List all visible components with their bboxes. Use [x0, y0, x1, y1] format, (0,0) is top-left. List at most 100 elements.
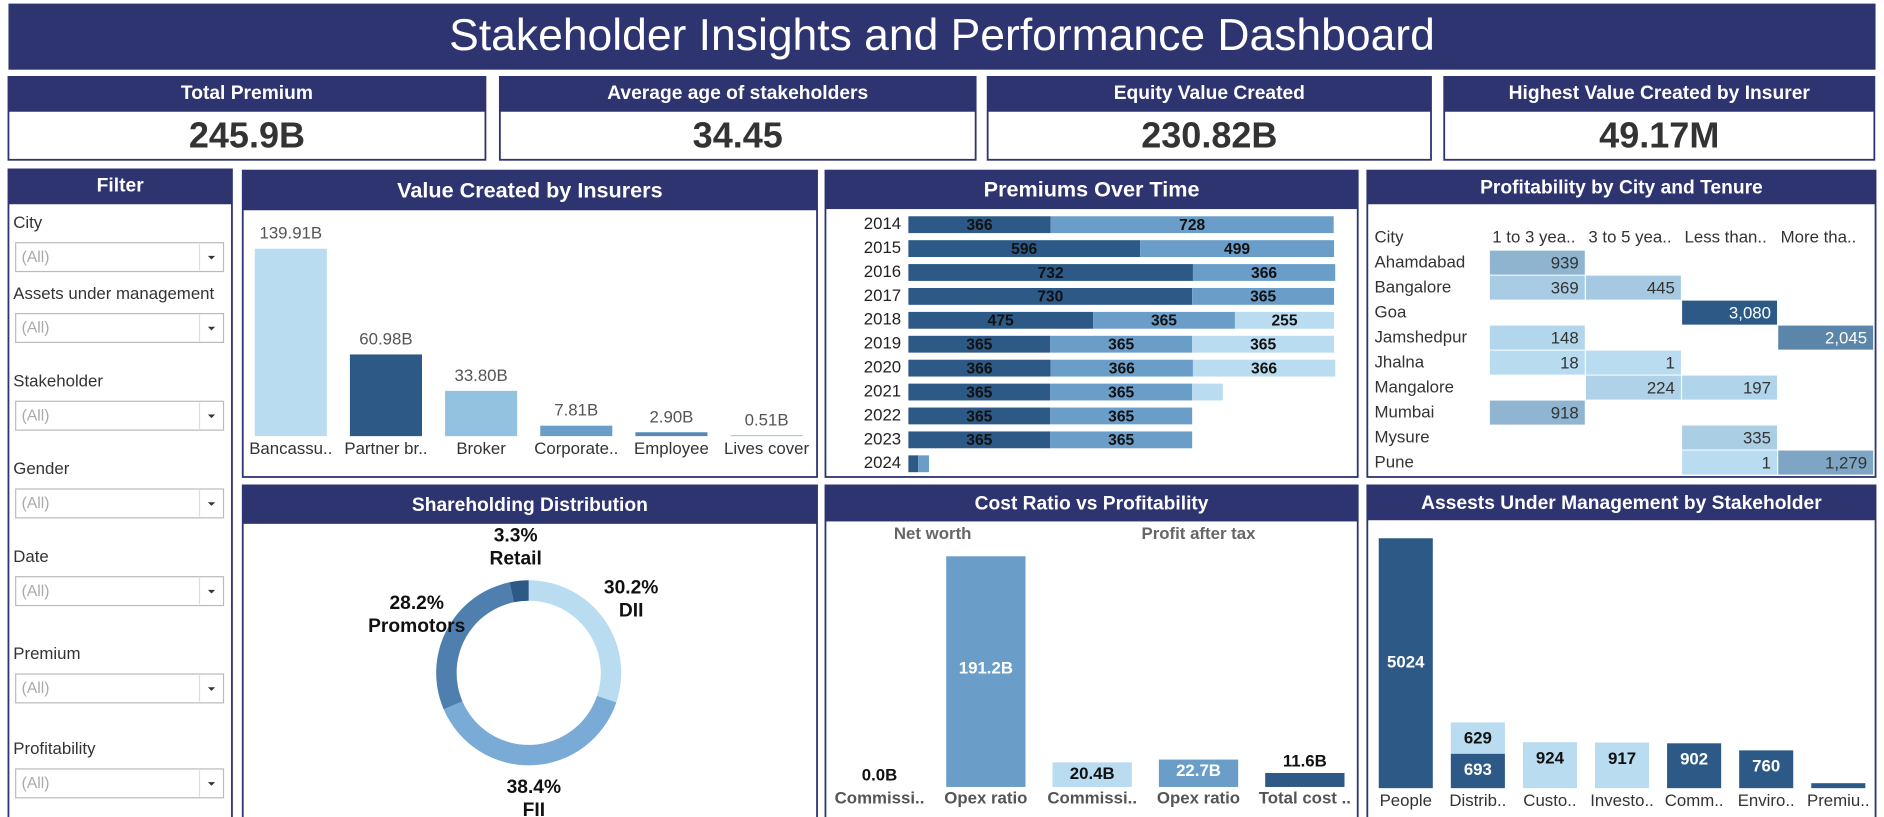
x-tick-label: Investo..: [1590, 791, 1654, 810]
kpi-header: [8, 76, 486, 112]
value-label: 728: [1179, 217, 1205, 234]
value-label: 2.90B: [649, 407, 693, 426]
bar-segment: [1192, 383, 1223, 401]
row-label: Mangalore: [1375, 378, 1454, 397]
x-tick-label: Total cost ..: [1259, 788, 1351, 807]
value-label: 366: [1109, 360, 1135, 377]
y-tick-label: 2019: [864, 334, 901, 353]
value-label: 33.80B: [454, 366, 507, 385]
cell-value: 224: [1647, 379, 1675, 398]
cell-value: 3,080: [1729, 304, 1771, 323]
kpi-label: Highest Value Created by Insurer: [1509, 83, 1811, 104]
x-tick-label: Opex ratio: [1157, 788, 1240, 807]
slice-value-label: 38.4%: [507, 777, 562, 798]
chart-title: Premiums Over Time: [984, 177, 1200, 202]
row-label: Ahamdabad: [1375, 253, 1466, 272]
slice-category-label: Retail: [489, 548, 541, 569]
filter-dropdown[interactable]: [15, 242, 225, 273]
bar-segment: [908, 359, 1051, 377]
kpi-value: 49.17M: [1599, 115, 1719, 156]
filter-dropdown[interactable]: [15, 576, 225, 607]
header-bar: [8, 3, 1876, 70]
bar-segment: [908, 216, 1051, 234]
value-label: 760: [1752, 757, 1780, 776]
cell-value: 939: [1551, 254, 1579, 273]
x-tick-label: Lives cover: [724, 439, 809, 458]
kpi-label: Equity Value Created: [1114, 83, 1305, 104]
bar: [1265, 772, 1345, 787]
filter-dropdown[interactable]: [15, 400, 225, 431]
x-tick-label: Broker: [456, 439, 506, 458]
chart-title: Cost Ratio vs Profitability: [975, 494, 1209, 515]
value-label: 20.4B: [1070, 764, 1115, 783]
dropdown-arrow: [207, 687, 216, 691]
heat-cell: [1682, 450, 1778, 475]
row-label: Bangalore: [1375, 278, 1452, 297]
filter-dropdown[interactable]: [15, 768, 225, 799]
facet-label: Net worth: [894, 524, 972, 543]
row-label: Goa: [1375, 303, 1407, 322]
y-tick-label: 2016: [864, 262, 901, 281]
bar: [254, 248, 327, 437]
heat-cell: [1489, 325, 1585, 350]
donut-slice: [436, 582, 514, 710]
bar-segment: [1050, 335, 1193, 353]
donut-slice: [443, 695, 617, 766]
panel-header: [825, 170, 1358, 210]
heat-cell: [1585, 375, 1681, 400]
bar: [349, 354, 423, 437]
bar: [730, 435, 803, 437]
filter-dropdown[interactable]: [15, 488, 225, 519]
value-label: 365: [1250, 337, 1276, 354]
value-label: 0.0B: [862, 766, 898, 785]
slice-category-label: DII: [619, 600, 644, 621]
bar-segment: [1378, 538, 1433, 789]
x-tick-label: Partner br..: [344, 439, 427, 458]
cell-value: 918: [1551, 404, 1579, 423]
slice-value-label: 3.3%: [494, 526, 538, 547]
chart-title: Value Created by Insurers: [397, 177, 662, 202]
facet-label: Profit after tax: [1142, 524, 1257, 543]
bar-segment: [908, 407, 1051, 425]
y-tick-label: 2022: [864, 405, 901, 424]
bar-segment: [908, 264, 1193, 281]
y-tick-label: 2018: [864, 310, 901, 329]
panel-header: [242, 170, 818, 211]
value-label: 366: [1251, 265, 1277, 282]
bar: [1052, 762, 1132, 787]
panel-header: [825, 485, 1358, 522]
filter-value: (All): [22, 583, 50, 600]
row-label: Jamshedpur: [1375, 328, 1468, 347]
value-label: 924: [1536, 748, 1565, 767]
cell-value: 1,279: [1825, 454, 1867, 473]
bar-segment: [908, 455, 919, 473]
bar-segment: [918, 455, 929, 473]
heat-cell: [1778, 450, 1874, 475]
y-tick-label: 2024: [864, 453, 901, 472]
y-tick-label: 2023: [864, 429, 901, 448]
value-label: 732: [1038, 265, 1064, 282]
cell-value: 1: [1666, 354, 1675, 373]
filter-value: (All): [22, 249, 50, 266]
chart-title: Profitability by City and Tenure: [1480, 178, 1763, 199]
dropdown-arrow: [207, 326, 216, 331]
value-label: 365: [966, 432, 992, 449]
chart-title: Shareholding Distribution: [412, 495, 648, 516]
heat-cell: [1489, 400, 1585, 425]
filter-label: City: [13, 213, 43, 232]
heat-cell: [1585, 350, 1681, 375]
filter-label: Gender: [13, 459, 69, 478]
kpi-value: 230.82B: [1141, 115, 1277, 156]
filter-dropdown[interactable]: [15, 673, 225, 704]
heat-cell: [1682, 425, 1778, 450]
bar-segment: [1050, 407, 1193, 425]
cell-value: 2,045: [1825, 329, 1867, 348]
bar-segment: [908, 311, 1094, 329]
value-label: 902: [1680, 750, 1708, 769]
column-header: Less than..: [1685, 227, 1767, 246]
value-label: 365: [966, 408, 992, 425]
filter-dropdown[interactable]: [15, 312, 225, 344]
chart-title: Assests Under Management by Stakeholder: [1421, 493, 1822, 514]
x-tick-label: People: [1380, 791, 1432, 810]
